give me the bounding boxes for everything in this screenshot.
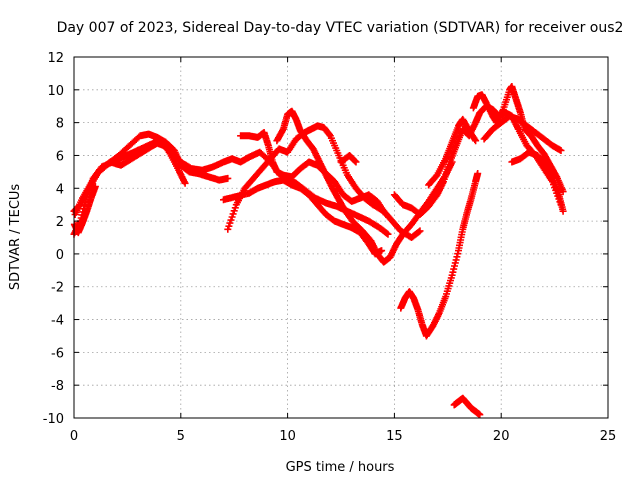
x-tick-label: 15 bbox=[386, 429, 403, 444]
y-tick-label: 2 bbox=[56, 215, 64, 230]
series-track-15 bbox=[397, 170, 482, 340]
grid-lines bbox=[74, 57, 608, 418]
x-tick-label: 10 bbox=[279, 429, 296, 444]
y-axis-label: SDTVAR / TECUs bbox=[8, 184, 23, 291]
marker-trace bbox=[469, 83, 567, 196]
series-track-8 bbox=[220, 176, 386, 258]
series-track-6 bbox=[237, 129, 390, 218]
y-tick-label: 0 bbox=[56, 248, 64, 263]
marker-trace bbox=[425, 115, 480, 189]
x-axis-label: GPS time / hours bbox=[286, 460, 395, 475]
marker-trace bbox=[450, 394, 484, 419]
series-track-13 bbox=[480, 112, 565, 154]
y-tick-label: -2 bbox=[51, 281, 64, 296]
series-track-9 bbox=[337, 152, 360, 166]
marker-trace bbox=[71, 137, 189, 218]
marker-trace bbox=[337, 152, 360, 166]
series-track-11 bbox=[425, 115, 480, 189]
marker-trace bbox=[220, 176, 386, 258]
series-track-14 bbox=[508, 148, 567, 215]
x-tick-label: 0 bbox=[70, 429, 78, 444]
series-track-3 bbox=[71, 137, 189, 218]
marker-trace bbox=[508, 148, 567, 215]
y-tick-label: 10 bbox=[47, 84, 64, 99]
data-marks bbox=[70, 83, 567, 419]
plot-frame bbox=[73, 56, 609, 419]
y-tick-label: 8 bbox=[56, 117, 64, 132]
x-tick-label: 5 bbox=[177, 429, 185, 444]
marker-trace bbox=[480, 112, 565, 154]
y-tick-label: -10 bbox=[43, 412, 64, 427]
x-tick-label: 25 bbox=[600, 429, 617, 444]
y-tick-label: -8 bbox=[51, 379, 64, 394]
x-tick-label: 20 bbox=[493, 429, 510, 444]
chart-title: Day 007 of 2023, Sidereal Day-to-day VTE… bbox=[57, 20, 624, 36]
marker-trace bbox=[237, 129, 390, 218]
y-tick-label: -6 bbox=[51, 346, 64, 361]
y-tick-label: -4 bbox=[51, 314, 64, 329]
axis-ticks: -10 -8 -6 -4 -2 0 2 4 6 8 10 12 0 5 10 15 20 25 bbox=[43, 51, 617, 444]
y-tick-label: 4 bbox=[56, 182, 64, 197]
y-tick-label: 6 bbox=[56, 149, 64, 164]
series-track-12 bbox=[469, 83, 567, 196]
series-track-16 bbox=[450, 394, 484, 419]
y-tick-label: 12 bbox=[47, 51, 64, 66]
marker-trace bbox=[397, 170, 482, 340]
